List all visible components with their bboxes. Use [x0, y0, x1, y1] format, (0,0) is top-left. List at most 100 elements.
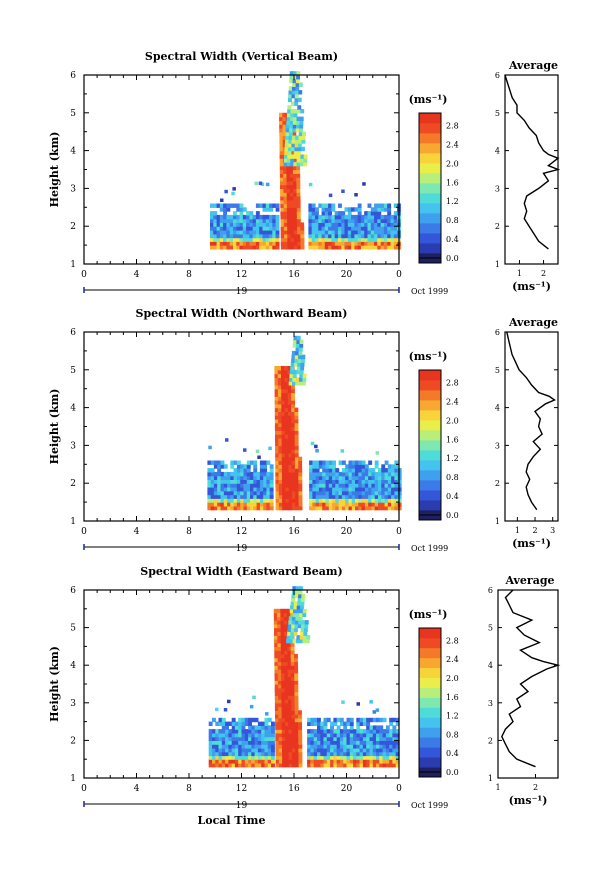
heatmap-cell [351, 460, 356, 465]
heatmap-cell [358, 483, 363, 488]
heatmap-cell [291, 146, 295, 152]
heatmap-cell [238, 725, 243, 730]
heatmap-cell [241, 744, 246, 749]
heatmap-cell [394, 494, 399, 499]
heatmap-cell [278, 759, 283, 764]
date-tick-label: 19 [236, 544, 248, 554]
heatmap-cell [274, 627, 278, 632]
heatmap-cell [290, 612, 295, 617]
heatmap-cell [291, 747, 296, 753]
heatmap-cell [301, 358, 305, 363]
heatmap-cell [285, 483, 290, 488]
heatmap-cell [299, 369, 304, 375]
heatmap-cell [387, 203, 392, 208]
heatmap-cell [295, 744, 299, 749]
heatmap-cell [371, 475, 376, 480]
heatmap-cell [291, 744, 296, 749]
heatmap-cell [288, 90, 293, 95]
heatmap-cell [269, 241, 273, 246]
heatmap-cell [253, 464, 258, 469]
heatmap-cell [383, 218, 388, 223]
panel-3: Spectral Width (Eastward Beam)123456Heig… [48, 565, 561, 827]
heatmap-cell [281, 392, 286, 397]
heatmap-cell [351, 226, 355, 231]
heatmap-cell [280, 612, 285, 617]
heatmap-cell [298, 710, 302, 715]
heatmap-cell [385, 747, 390, 753]
colorbar-unit: (ms⁻¹) [409, 608, 448, 621]
heatmap-cell [210, 218, 214, 223]
heatmap-cell [397, 487, 402, 492]
heatmap-cell [389, 736, 394, 741]
heatmap-cell [290, 161, 294, 167]
heatmap-cell [367, 241, 372, 246]
heatmap-cell [290, 601, 295, 606]
heatmap-cell [297, 146, 302, 152]
heatmap-cell [380, 207, 385, 212]
heatmap-cell [291, 441, 296, 446]
colorbar-swatch [419, 213, 441, 224]
heatmap-cell [349, 744, 354, 749]
heatmap-cell [298, 479, 303, 484]
heatmap-cell [242, 237, 247, 242]
profile-y-tick-label: 3 [495, 184, 500, 193]
heatmap-cell [250, 498, 254, 503]
x-tick-label: 0 [81, 270, 87, 280]
profile-y-tick-label: 5 [495, 109, 500, 118]
heatmap-cell [321, 230, 326, 235]
heatmap-cell [367, 230, 372, 235]
heatmap-cell [282, 112, 287, 118]
heatmap-cell [257, 736, 262, 741]
colorbar-swatch [419, 470, 441, 481]
heatmap-cell [300, 241, 305, 246]
heatmap-cell [274, 631, 278, 636]
heatmap-cell [330, 751, 334, 757]
heatmap-cell [290, 366, 295, 371]
heatmap-cell [295, 483, 299, 488]
heatmap-cell [366, 740, 371, 745]
heatmap-cell [323, 740, 328, 745]
heatmap-cell [341, 490, 346, 496]
heatmap-cell [233, 502, 238, 507]
heatmap-cell [349, 751, 354, 757]
heatmap-cell [343, 744, 348, 749]
colorbar-unit: (ms⁻¹) [409, 350, 448, 363]
heatmap-cell [242, 207, 247, 212]
heatmap-cell [291, 449, 296, 454]
heatmap-cell [277, 657, 282, 663]
x-tick-label: 16 [288, 784, 300, 794]
heatmap-cell [287, 669, 292, 674]
heatmap-cell [291, 350, 296, 356]
heatmap-cell [394, 464, 399, 469]
heatmap-cell [230, 487, 235, 492]
heatmap-cell [353, 740, 357, 745]
colorbar-tick-label: 0.8 [446, 473, 459, 482]
heatmap-cell [229, 214, 234, 220]
heatmap-cell [301, 620, 306, 625]
heatmap-cell [275, 218, 280, 223]
heatmap-cell [284, 388, 289, 394]
heatmap-cell [346, 736, 351, 741]
heatmap-cell [374, 479, 379, 484]
heatmap-cell [387, 483, 392, 488]
heatmap-cell [355, 475, 359, 480]
heatmap-cell [269, 226, 273, 231]
heatmap-cell [216, 233, 221, 239]
heatmap-cell [261, 744, 266, 749]
heatmap-cell [358, 487, 363, 492]
heatmap-cell [308, 218, 313, 223]
heatmap-cell [356, 732, 361, 738]
heatmap-cell [296, 635, 301, 640]
heatmap-cell [228, 736, 233, 741]
y-tick-label: 3 [70, 184, 76, 194]
heatmap-cell [295, 471, 299, 477]
heatmap-cell [364, 498, 369, 503]
heatmap-cell [300, 233, 305, 239]
heatmap-cell [246, 230, 250, 235]
heatmap-cell [291, 354, 296, 360]
heatmap-cell [313, 740, 318, 745]
heatmap-cell [359, 721, 364, 726]
heatmap-cell [277, 635, 282, 640]
heatmap-cell [326, 759, 331, 764]
heatmap-cell [287, 665, 292, 670]
